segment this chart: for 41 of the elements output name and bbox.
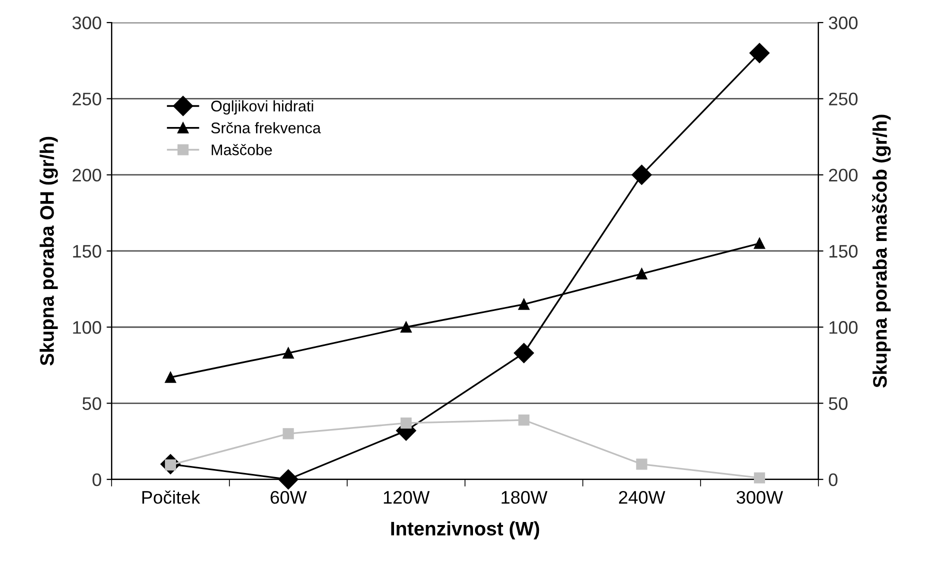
y-tick-label: 150 <box>73 244 102 258</box>
y2-tick-label: 100 <box>830 321 858 334</box>
point <box>749 42 770 64</box>
x-axis-title: Intenzivnost (W) <box>391 521 540 540</box>
point <box>518 414 530 426</box>
point <box>400 418 412 429</box>
y2-axis-title: Skupna poraba maščob (gr/h) <box>872 114 891 388</box>
x-tick-label: 120W <box>384 490 430 504</box>
y-tick-label: 200 <box>72 168 102 182</box>
x-tick-label: Počitek <box>142 490 200 504</box>
x-tick-label: 180W <box>502 490 548 504</box>
x-tick-label: 60W <box>270 490 307 504</box>
y2-tick-label: 0 <box>828 473 838 486</box>
point <box>278 469 298 490</box>
point <box>400 322 412 333</box>
y2-tick-label: 150 <box>830 244 858 258</box>
legend-label: Srčna frekvenca <box>211 122 321 134</box>
x-tick-label: 240W <box>619 490 666 504</box>
point <box>164 372 176 383</box>
y-tick-label: 100 <box>73 321 102 334</box>
point <box>632 164 652 185</box>
y2-tick-label: 300 <box>828 16 858 30</box>
y2-tick-label: 50 <box>828 397 848 410</box>
y-tick-label: 50 <box>82 397 102 410</box>
point <box>518 298 530 310</box>
point <box>754 472 766 484</box>
y2-tick-label: 250 <box>829 92 858 106</box>
point <box>282 347 294 359</box>
legend-label: Ogljikovi hidrati <box>211 100 314 115</box>
y-tick-label: 0 <box>92 473 102 486</box>
point <box>636 268 648 280</box>
y-axis-title: Skupna poraba OH (gr/h) <box>40 136 58 366</box>
y-tick-label: 250 <box>72 92 102 106</box>
x-tick-label: 300W <box>736 490 784 504</box>
point <box>636 458 648 470</box>
y2-tick-label: 200 <box>829 168 858 182</box>
y-tick-label: 300 <box>72 16 102 30</box>
legend-label: Maščobe <box>212 144 272 156</box>
point <box>282 428 294 440</box>
point <box>514 342 534 364</box>
point <box>754 238 766 249</box>
